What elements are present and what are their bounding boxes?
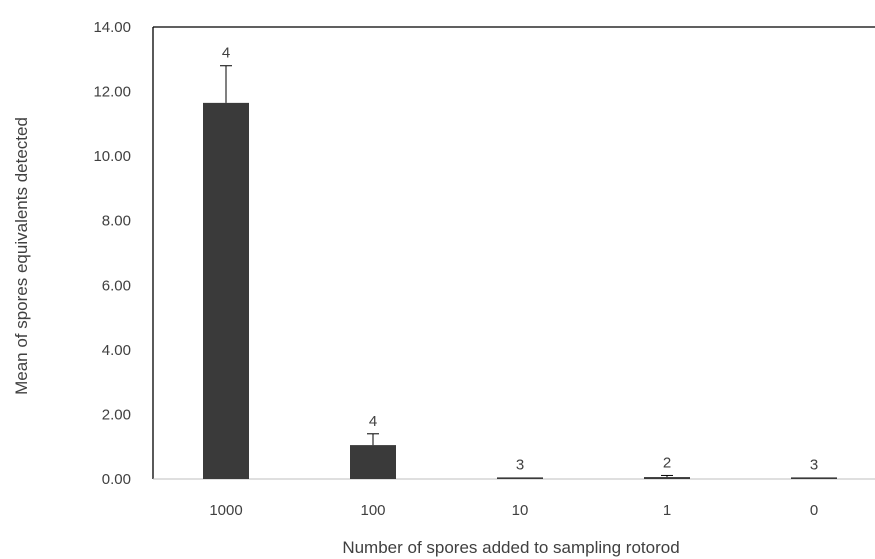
bar bbox=[791, 477, 837, 479]
bar bbox=[350, 445, 396, 479]
bar bbox=[644, 477, 690, 479]
y-tick-label: 8.00 bbox=[102, 213, 131, 230]
error-bars bbox=[220, 65, 673, 478]
x-axis-title: Number of spores added to sampling rotor… bbox=[342, 538, 679, 557]
data-label: 4 bbox=[369, 413, 377, 430]
y-tick-label: 0.00 bbox=[102, 471, 131, 488]
x-tick-label: 10 bbox=[512, 502, 529, 519]
y-tick-label: 4.00 bbox=[102, 342, 131, 359]
bar bbox=[203, 102, 249, 479]
x-tick-label: 1 bbox=[663, 502, 671, 519]
y-tick-label: 2.00 bbox=[102, 406, 131, 423]
y-tick-label: 12.00 bbox=[93, 84, 131, 101]
y-tick-label: 14.00 bbox=[93, 19, 131, 36]
y-tick-label: 10.00 bbox=[93, 148, 131, 165]
data-label: 3 bbox=[810, 456, 818, 473]
x-tick-label: 0 bbox=[810, 502, 818, 519]
x-tick-label: 100 bbox=[360, 502, 385, 519]
bars bbox=[203, 102, 837, 479]
data-label: 2 bbox=[663, 454, 671, 471]
y-tick-label: 6.00 bbox=[102, 277, 131, 294]
y-axis-ticks: 0.00 2.00 4.00 6.00 8.00 10.00 12.00 14.00 bbox=[93, 19, 131, 488]
y-axis-title: Mean of spores equivalents detected bbox=[12, 117, 31, 395]
bar bbox=[497, 477, 543, 479]
x-tick-label: 1000 bbox=[209, 502, 242, 519]
data-label: 3 bbox=[516, 456, 524, 473]
data-label: 4 bbox=[222, 45, 230, 62]
x-axis-ticks: 1000 100 10 1 0 bbox=[209, 502, 818, 519]
data-labels: 4 4 3 2 3 bbox=[222, 45, 818, 474]
plot-frame bbox=[152, 26, 875, 480]
